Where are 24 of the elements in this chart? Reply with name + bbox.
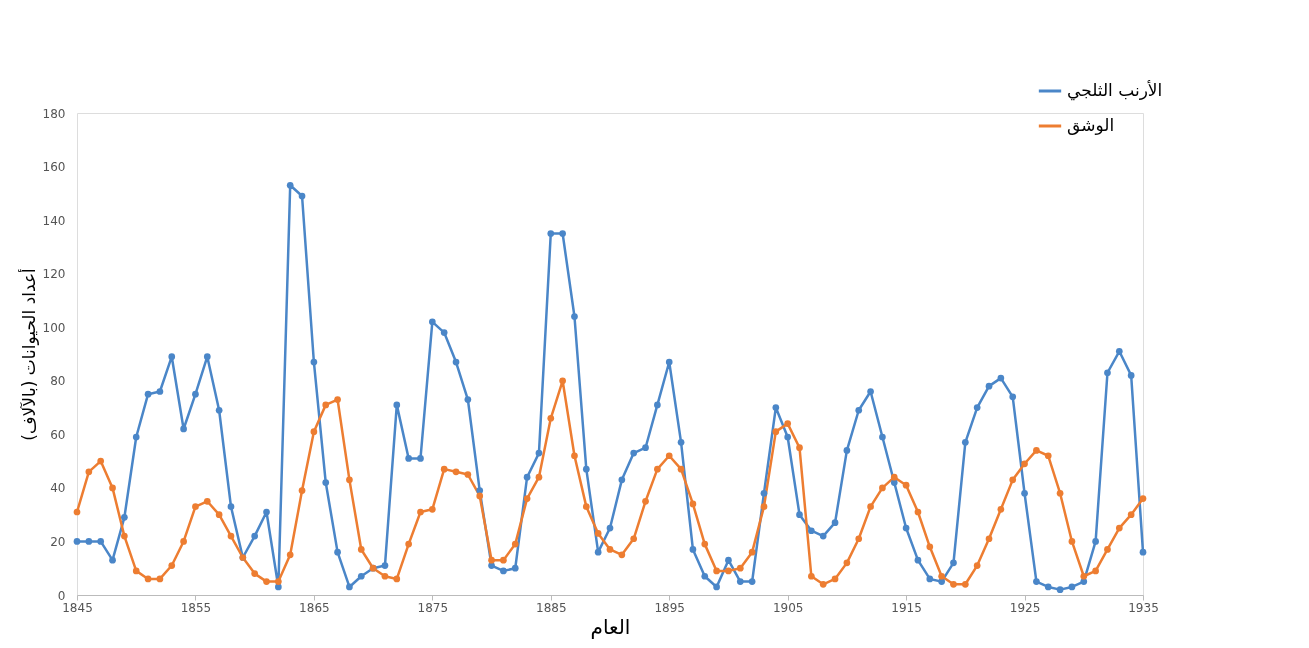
y-tick-label: 180 <box>42 106 66 121</box>
x-tick-label: 1845 <box>62 600 93 615</box>
x-tick-label: 1925 <box>1009 600 1041 615</box>
y-tick-label: 40 <box>50 481 66 496</box>
x-axis-title: العام <box>590 614 631 639</box>
legend-label: الأرنب الثلجي <box>1067 80 1163 101</box>
y-tick-label: 140 <box>42 213 66 228</box>
y-tick-label: 80 <box>50 374 66 389</box>
x-tick-label: 1915 <box>891 600 922 615</box>
y-axis-title: أعداد الحيوانات (بالآلاف) <box>17 268 39 441</box>
x-tick-label: 1905 <box>772 600 804 615</box>
x-tick-label: 1885 <box>536 600 567 615</box>
y-tick-label: 20 <box>50 534 66 549</box>
x-tick-label: 1855 <box>180 600 212 615</box>
x-tick-label: 1875 <box>417 600 449 615</box>
y-tick-label: 60 <box>50 427 66 442</box>
x-tick-label: 1865 <box>299 600 330 615</box>
x-tick-label: 1895 <box>654 600 685 615</box>
x-tick-label: 1935 <box>1128 600 1159 615</box>
y-tick-label: 100 <box>42 320 66 335</box>
y-tick-label: 120 <box>42 267 66 282</box>
legend-label: الوشق <box>1067 115 1115 135</box>
y-tick-label: 160 <box>42 160 66 175</box>
y-tick-label: 0 <box>57 588 66 603</box>
